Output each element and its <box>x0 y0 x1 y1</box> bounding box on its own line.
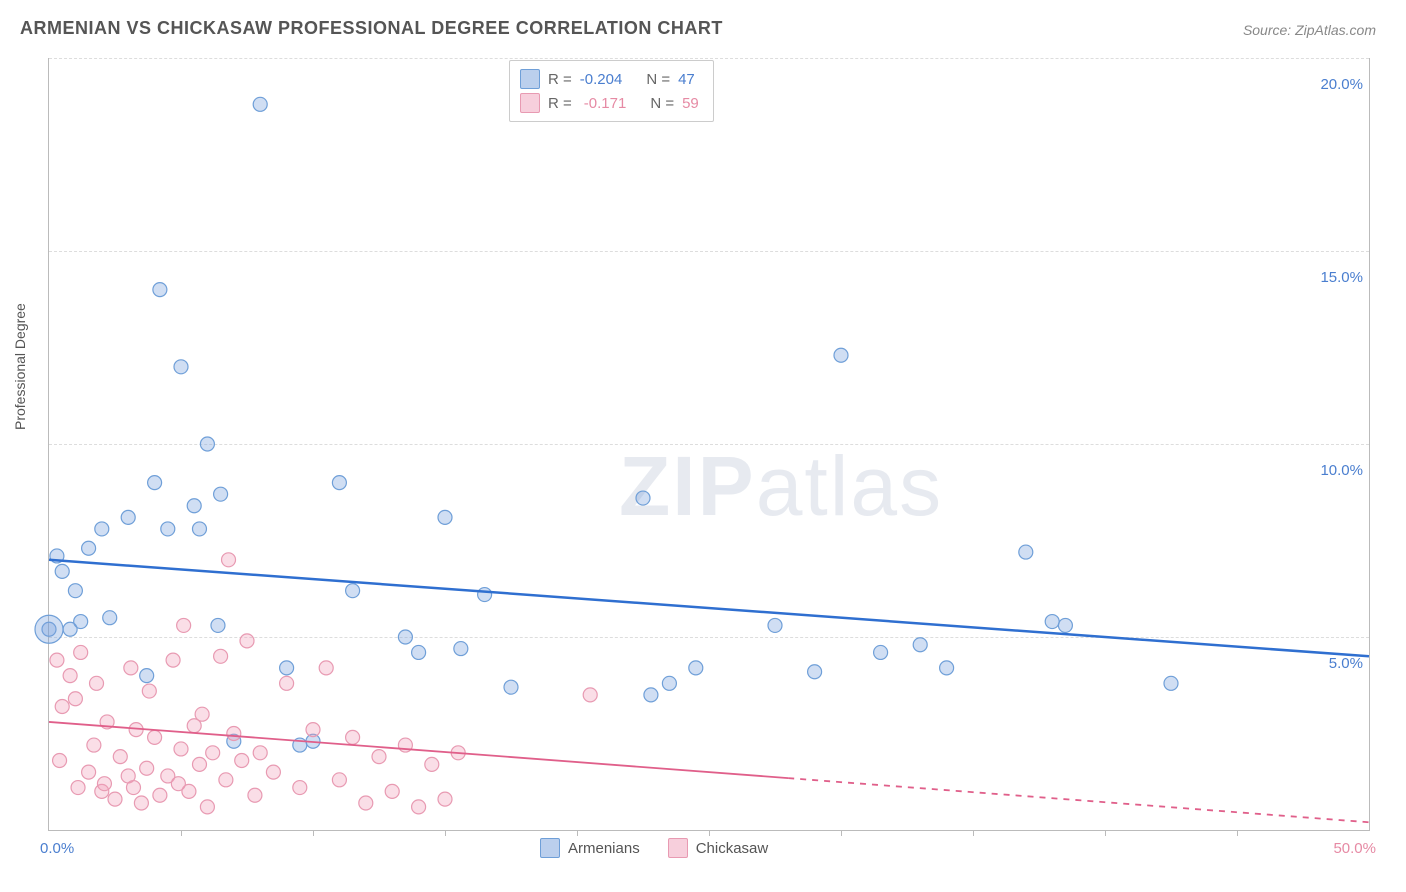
x-tick <box>1105 830 1106 836</box>
swatch-blue-icon <box>540 838 560 858</box>
y-tick-label: 15.0% <box>1320 269 1363 286</box>
legend-row-armenians: R = -0.204 N = 47 <box>520 67 699 91</box>
x-tick <box>313 830 314 836</box>
x-tick <box>841 830 842 836</box>
legend-item-armenians: Armenians <box>540 838 640 858</box>
r-value-armenians: -0.204 <box>580 71 623 88</box>
x-tick <box>577 830 578 836</box>
chart-title: ARMENIAN VS CHICKASAW PROFESSIONAL DEGRE… <box>20 18 723 39</box>
series-legend: Armenians Chickasaw <box>540 838 768 858</box>
x-tick <box>973 830 974 836</box>
x-max-label: 50.0% <box>1333 840 1376 857</box>
plot-area: ZIPatlas R = -0.204 N = 47 R = -0.171 N … <box>48 58 1370 831</box>
source-attribution: Source: ZipAtlas.com <box>1243 22 1376 38</box>
scatter-svg <box>49 58 1369 830</box>
x-origin-label: 0.0% <box>40 840 74 857</box>
r-value-chickasaw: -0.171 <box>584 95 627 112</box>
x-tick <box>1237 830 1238 836</box>
legend-item-chickasaw: Chickasaw <box>668 838 769 858</box>
x-tick <box>709 830 710 836</box>
legend-row-chickasaw: R = -0.171 N = 59 <box>520 91 699 115</box>
swatch-blue <box>520 69 540 89</box>
y-tick-label: 5.0% <box>1329 655 1363 672</box>
x-tick <box>181 830 182 836</box>
correlation-legend: R = -0.204 N = 47 R = -0.171 N = 59 <box>509 60 714 122</box>
y-axis-label: Professional Degree <box>12 303 28 430</box>
n-value-chickasaw: 59 <box>682 95 699 112</box>
x-tick <box>445 830 446 836</box>
y-tick-label: 20.0% <box>1320 76 1363 93</box>
n-value-armenians: 47 <box>678 71 695 88</box>
y-tick-label: 10.0% <box>1320 462 1363 479</box>
swatch-pink-icon <box>668 838 688 858</box>
swatch-pink <box>520 93 540 113</box>
